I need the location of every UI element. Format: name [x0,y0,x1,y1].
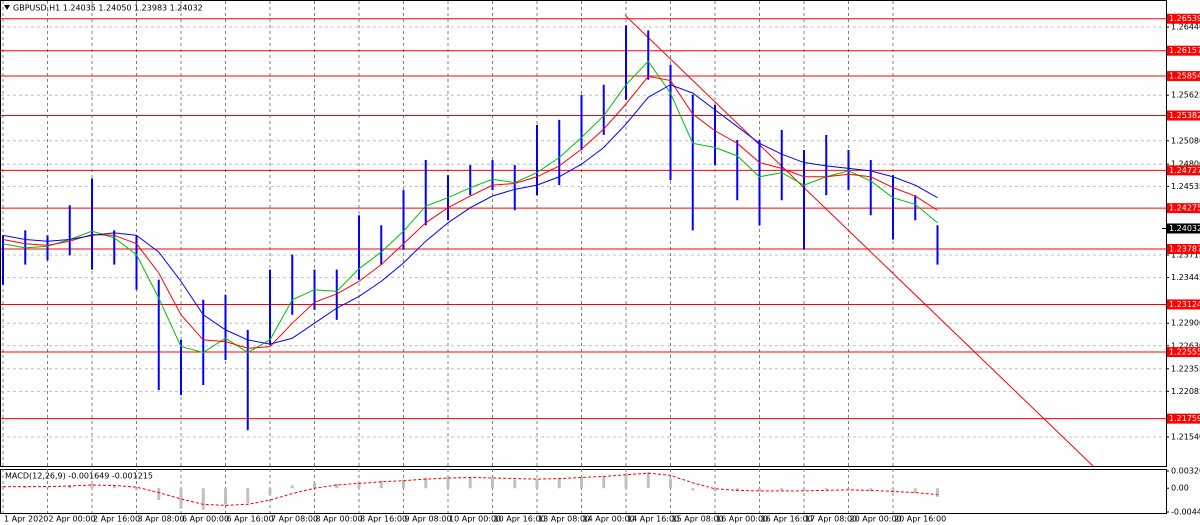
x-tick-label: 2 Apr 16:00 [93,515,140,524]
x-tick-label: 7 Apr 08:00 [271,515,318,524]
x-tick-label: 9 Apr 08:00 [405,515,452,524]
x-tick-label: 20 Apr 16:00 [894,515,946,524]
y-tick-label: 1.23715 [1171,251,1200,260]
x-tick-label: 1 Apr 2020 [4,515,48,524]
level-label: 1.25382 [1169,111,1200,120]
level-label-box [1167,71,1200,82]
level-label-box [1167,347,1200,358]
y-tick-label: 1.22355 [1171,364,1200,373]
level-label: 1.24727 [1169,166,1200,175]
x-tick-label: 14 Apr 00:00 [583,515,635,524]
level-label-box [1167,299,1200,310]
level-label-box [1167,45,1200,56]
signal-line [3,472,938,506]
y-tick-label: 0.003208 [1171,467,1200,476]
level-label: 1.25854 [1169,72,1200,81]
current-price-label: 1.24032 [1169,224,1200,233]
x-tick-label: 8 Apr 00:00 [316,515,363,524]
macd-panel [0,469,1167,514]
level-label: 1.24275 [1169,204,1200,213]
y-tick-label: 1.25625 [1171,91,1200,100]
y-tick-label: -0.00443 [1171,508,1200,517]
x-tick-label: 15 Apr 08:00 [672,515,724,524]
y-tick-label: 1.21540 [1171,432,1200,441]
menu-arrow[interactable] [4,5,10,10]
x-tick-label: 10 Apr 00:00 [449,515,501,524]
main-panel [0,0,1167,467]
y-tick-label: 1.22900 [1171,319,1200,328]
level-label: 1.22555 [1169,348,1200,357]
y-tick-label: 1.23445 [1171,273,1200,282]
x-tick-label: 8 Apr 16:00 [360,515,407,524]
level-label: 1.23124 [1169,300,1200,309]
level-label-box [1167,243,1200,254]
x-tick-label: 16 Apr 16:00 [761,515,813,524]
level-label: 1.23787 [1169,244,1200,253]
current-price-box [1167,223,1200,234]
macd-title: MACD(12,26,9) -0.001649 -0.001215 [5,472,153,481]
level-label: 1.21759 [1169,414,1200,423]
chart-title: GBPUSD,H1 1.24035 1.24050 1.23983 1.2403… [13,4,203,13]
moving-average [2,84,938,345]
moving-average [2,60,938,354]
level-label-box [1167,165,1200,176]
y-tick-label: 1.24535 [1171,182,1200,191]
x-tick-label: 16 Apr 00:00 [716,515,768,524]
level-label: 1.26157 [1169,46,1200,55]
moving-average [2,75,938,349]
x-tick-label: 17 Apr 08:00 [805,515,857,524]
y-tick-label: 0.00 [1171,484,1189,493]
x-tick-label: 2 Apr 00:00 [49,515,96,524]
level-label: 1.26539 [1169,14,1200,23]
x-tick-label: 20 Apr 00:00 [850,515,902,524]
level-label-box [1167,203,1200,214]
level-label-box [1167,13,1200,24]
x-tick-label: 10 Apr 16:00 [494,515,546,524]
y-tick-label: 1.24800 [1171,160,1200,169]
x-tick-label: 3 Apr 08:00 [138,515,185,524]
level-label-box [1167,110,1200,121]
y-tick-label: 1.26440 [1171,23,1200,32]
y-tick-label: 1.22630 [1171,341,1200,350]
trend-line [624,14,1094,467]
x-tick-label: 13 Apr 08:00 [538,515,590,524]
x-tick-label: 14 Apr 16:00 [627,515,679,524]
y-tick-label: 1.22085 [1171,387,1200,396]
level-label-box [1167,413,1200,424]
x-tick-label: 6 Apr 16:00 [227,515,274,524]
y-tick-label: 1.25080 [1171,136,1200,145]
x-tick-label: 6 Apr 00:00 [182,515,229,524]
